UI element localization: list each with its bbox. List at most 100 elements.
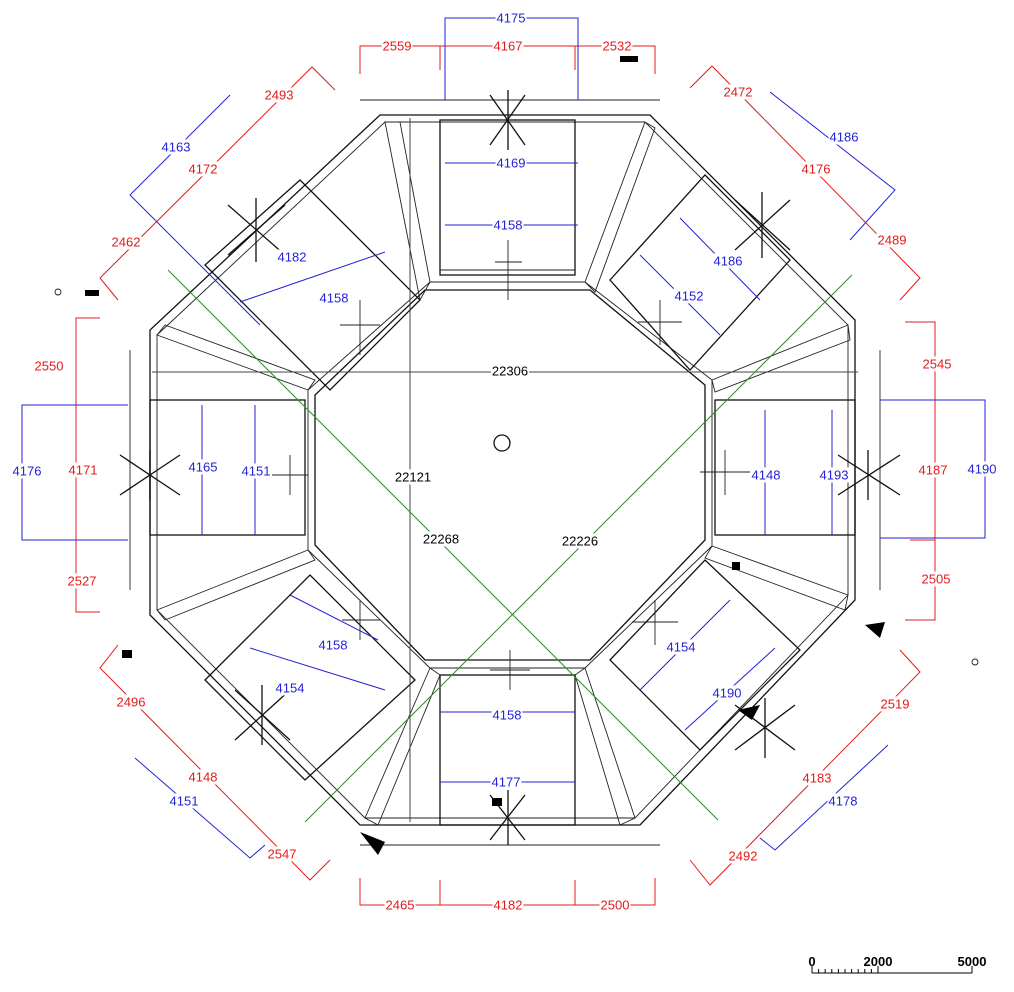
label-background	[750, 467, 782, 483]
label-background	[266, 846, 298, 862]
label-background	[722, 84, 754, 100]
dim-blue-label: 4169	[497, 155, 526, 170]
dim-black-label: 22226	[562, 533, 598, 548]
dim-blue-label: 4186	[714, 253, 743, 268]
dim-red-label: 2472	[724, 84, 753, 99]
dim-blue-label: 4158	[320, 290, 349, 305]
label-background	[384, 897, 416, 913]
label-background	[187, 161, 219, 177]
dim-red-label: 4172	[189, 161, 218, 176]
dim-blue-label: 4158	[319, 637, 348, 652]
dim-red-label: 2532	[603, 38, 632, 53]
dim-black-label: 22121	[395, 469, 431, 484]
dim-red-label: 4183	[803, 770, 832, 785]
scale-bar-label: 0	[808, 954, 815, 969]
label-background	[187, 459, 219, 475]
label-background	[240, 463, 272, 479]
blue-dimension-lines	[21, 17, 986, 859]
label-background	[318, 290, 350, 306]
dim-red-label: 2489	[878, 232, 907, 247]
dim-red-label: 2500	[601, 897, 630, 912]
dim-red-label: 2519	[881, 696, 910, 711]
label-background	[421, 531, 461, 547]
dim-blue-label: 4175	[497, 10, 526, 25]
label-background	[168, 793, 200, 809]
label-background	[727, 848, 759, 864]
dim-blue-label: 4151	[242, 463, 271, 478]
dim-blue-label: 4154	[667, 639, 696, 654]
dim-red-label: 4171	[69, 462, 98, 477]
label-background	[876, 232, 908, 248]
dim-blue-label: 4163	[162, 139, 191, 154]
label-background	[966, 461, 998, 477]
label-background	[274, 680, 306, 696]
dim-red-label: 2527	[68, 573, 97, 588]
label-background	[712, 253, 744, 269]
label-background	[276, 249, 308, 265]
label-background	[711, 685, 743, 701]
label-background	[492, 217, 524, 233]
dim-blue-label: 4154	[276, 680, 305, 695]
dim-blue-label: 4176	[13, 463, 42, 478]
scale-bar: 0 2000 5000	[808, 954, 987, 974]
label-background	[827, 793, 859, 809]
dim-red-label: 2492	[729, 848, 758, 863]
label-background	[601, 38, 633, 54]
label-background	[11, 463, 43, 479]
dim-blue-label: 4158	[493, 707, 522, 722]
dim-blue-label: 4152	[675, 288, 704, 303]
label-background	[492, 897, 524, 913]
label-background	[160, 139, 192, 155]
dim-red-label: 2505	[922, 571, 951, 586]
dim-black-label: 22306	[492, 363, 528, 378]
label-background	[66, 573, 98, 589]
label-background	[800, 161, 832, 177]
dim-red-label: 2547	[268, 846, 297, 861]
dim-blue-label: 4182	[278, 249, 307, 264]
label-background	[665, 639, 697, 655]
label-background	[492, 38, 524, 54]
dim-red-label: 4176	[802, 161, 831, 176]
label-background	[317, 637, 349, 653]
label-background	[879, 696, 911, 712]
dim-blue-label: 4165	[189, 459, 218, 474]
wall-drawing	[54, 56, 979, 855]
dim-red-label: 2465	[386, 897, 415, 912]
label-background	[263, 87, 295, 103]
label-background	[33, 358, 65, 374]
label-background	[495, 155, 527, 171]
label-background	[490, 774, 522, 790]
dim-blue-label: 4190	[713, 685, 742, 700]
label-background	[599, 897, 631, 913]
label-background	[920, 571, 952, 587]
dim-red-label: 2493	[265, 87, 294, 102]
dim-black-label: 22268	[423, 531, 459, 546]
label-background	[115, 694, 147, 710]
dimension-labels: 2559 4167 2532 2493 4172 2472 4176 2462 …	[11, 10, 998, 913]
dim-blue-label: 4148	[752, 467, 781, 482]
dim-red-label: 4187	[919, 462, 948, 477]
label-background	[921, 356, 953, 372]
dim-red-label: 4167	[494, 38, 523, 53]
label-background	[495, 10, 527, 26]
dim-red-label: 4182	[494, 897, 523, 912]
label-background	[381, 38, 413, 54]
label-background	[828, 129, 860, 145]
scale-bar-label: 2000	[864, 954, 893, 969]
dim-red-label: 2559	[383, 38, 412, 53]
dim-blue-label: 4190	[968, 461, 997, 476]
dim-blue-label: 4193	[820, 467, 849, 482]
label-background	[491, 707, 523, 723]
dim-red-label: 2545	[923, 356, 952, 371]
dim-blue-label: 4178	[829, 793, 858, 808]
dim-red-label: 4148	[189, 769, 218, 784]
dim-red-label: 2496	[117, 694, 146, 709]
label-background	[560, 533, 600, 549]
label-background	[490, 363, 530, 379]
scale-bar-label: 5000	[958, 954, 987, 969]
label-background	[673, 288, 705, 304]
dim-blue-label: 4158	[494, 217, 523, 232]
label-background	[393, 469, 433, 485]
label-background	[110, 234, 142, 250]
